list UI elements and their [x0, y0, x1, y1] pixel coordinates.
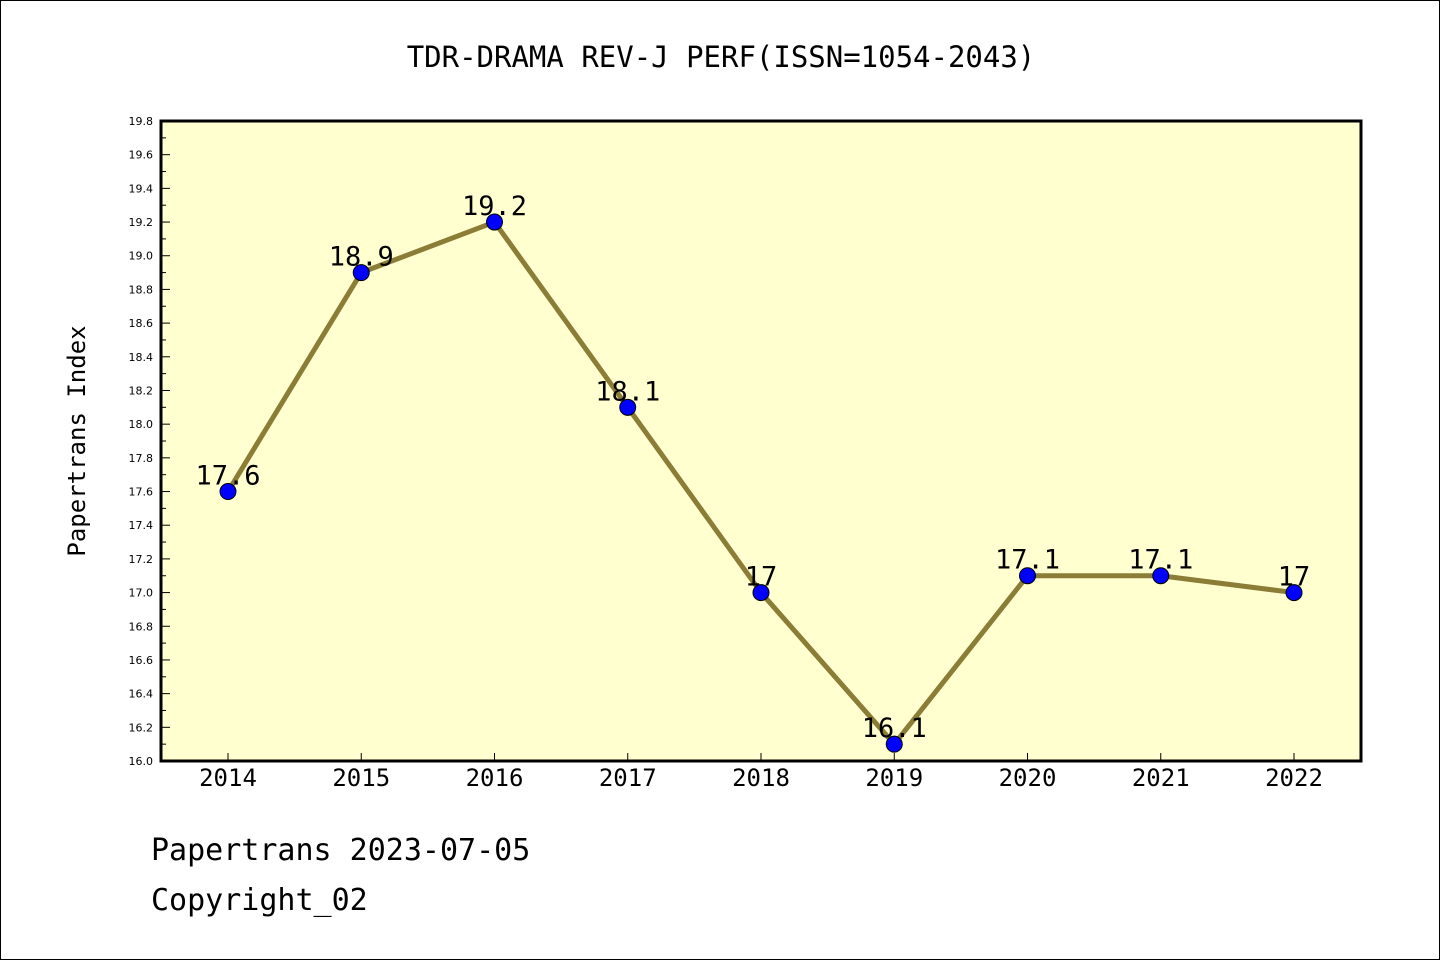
y-tick-label: 17.2: [129, 553, 154, 566]
y-tick-label: 18.8: [129, 283, 154, 296]
y-tick-label: 17.8: [129, 452, 154, 465]
x-tick-label: 2014: [199, 764, 257, 792]
series-group: 17.6 18.9 19.2 18.1 17 16.1 17.1 17.1 17: [195, 191, 1311, 753]
y-tick-label: 16.6: [129, 654, 154, 667]
data-point: [752, 584, 770, 602]
y-tick-label: 19.8: [129, 115, 154, 128]
data-label: 16.1: [862, 713, 927, 744]
data-point: [1285, 584, 1303, 602]
data-point: [486, 213, 503, 231]
y-axis: 16.0 16.2 16.4 16.6 16.8 17.0 17.2 17.4 17.6 17.8…: [129, 115, 170, 768]
y-tick-label: 19.6: [129, 149, 154, 162]
x-tick-label: 2015: [332, 764, 390, 792]
x-tick-label: 2019: [865, 764, 923, 792]
plot-area: [159, 119, 1363, 763]
x-tick-label: 2021: [1132, 764, 1190, 792]
chart-title: TDR-DRAMA REV-J PERF(ISSN=1054-2043): [407, 40, 1036, 74]
data-label: 17: [745, 562, 778, 593]
y-tick-label: 19.2: [129, 216, 154, 229]
x-tick-label: 2016: [466, 764, 524, 792]
y-tick-label: 18.6: [129, 317, 154, 330]
x-axis: 2014 2015 2016 2017 2018 2019 2020 2021 2022: [199, 753, 1323, 792]
data-point: [885, 735, 903, 753]
data-label: 18.9: [329, 242, 394, 273]
data-label: 17.1: [1128, 545, 1193, 576]
data-label: 17.1: [995, 545, 1060, 576]
data-point: [219, 483, 237, 501]
data-point: [352, 264, 370, 282]
footer-date: Papertrans 2023-07-05: [151, 833, 531, 868]
data-point: [619, 398, 637, 416]
y-tick-label: 18.0: [129, 418, 154, 431]
y-tick-label: 16.0: [129, 755, 154, 768]
x-tick-label: 2020: [999, 764, 1057, 792]
y-tick-label: 18.4: [129, 351, 154, 364]
y-tick-label: 19.0: [129, 250, 154, 263]
data-label: 19.2: [462, 191, 527, 222]
y-tick-label: 16.2: [129, 721, 154, 734]
data-point: [1019, 567, 1036, 585]
y-axis-label: Papertrans Index: [63, 325, 91, 556]
y-tick-label: 17.0: [129, 587, 154, 600]
y-tick-label: 17.6: [129, 486, 154, 499]
data-label: 17: [1278, 562, 1311, 593]
data-label: 18.1: [595, 376, 660, 407]
data-label: 17.6: [195, 461, 260, 492]
y-tick-label: 16.8: [129, 620, 154, 633]
x-tick-label: 2017: [599, 764, 657, 792]
x-tick-label: 2022: [1265, 764, 1323, 792]
y-tick-label: 16.4: [129, 688, 154, 701]
y-tick-label: 18.2: [129, 384, 154, 397]
data-point: [1152, 567, 1170, 585]
y-tick-label: 19.4: [129, 182, 154, 195]
footer-copyright: Copyright_02: [151, 883, 368, 918]
x-tick-label: 2018: [732, 764, 790, 792]
y-tick-label: 17.4: [129, 519, 154, 532]
